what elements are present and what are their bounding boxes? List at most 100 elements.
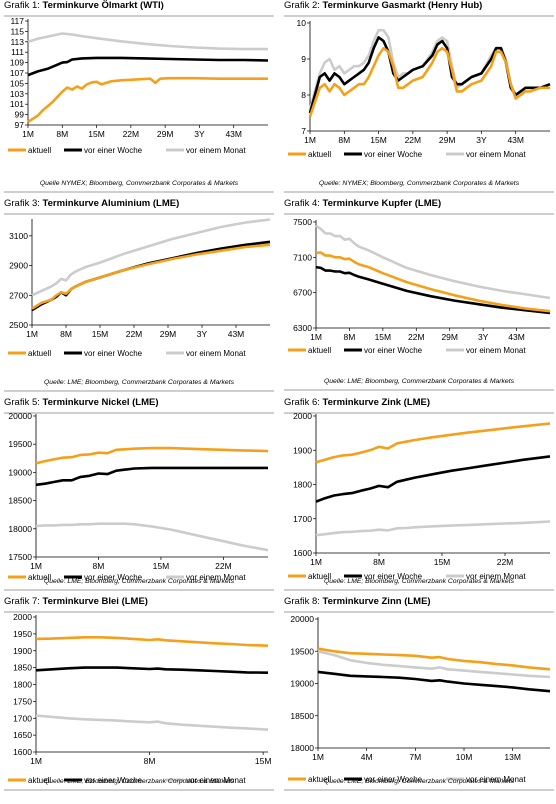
figure-number: Grafik 7: bbox=[4, 596, 43, 607]
series-line-month-ago bbox=[35, 522, 269, 552]
bottom-rule bbox=[284, 589, 554, 591]
series-line-week-ago bbox=[317, 670, 551, 693]
y-tick-label: 99 bbox=[15, 110, 25, 120]
bottom-rule bbox=[284, 191, 554, 193]
chart-plot: 18000 18500 19000 19500 20000 1M 4M 7M 10M 13M akt… bbox=[288, 614, 551, 784]
series-line-current bbox=[315, 251, 551, 313]
chart-panel-gas: Grafik 2: Terminkurve Gasmarkt (Henry Hu… bbox=[284, 0, 554, 193]
chart-panel-aluminium: Grafik 3: Terminkurve Aluminium (LME) 250… bbox=[4, 198, 274, 392]
x-tick-label: 29M bbox=[160, 329, 177, 339]
chart-title: Grafik 1: Terminkurve Ölmarkt (WTI) bbox=[4, 0, 274, 14]
y-tick-label: 17500 bbox=[8, 552, 32, 562]
legend-label-week-ago: vor einer Woche bbox=[84, 776, 143, 785]
y-tick-label: 10 bbox=[297, 18, 307, 28]
title-rule bbox=[284, 213, 554, 215]
title-rule bbox=[4, 611, 274, 613]
series-line-week-ago bbox=[308, 36, 551, 114]
legend-label-week-ago: vor einer Woche bbox=[84, 146, 143, 155]
y-tick-label: 1800 bbox=[293, 480, 312, 490]
y-tick-label: 19500 bbox=[290, 646, 314, 656]
series-line-week-ago bbox=[31, 240, 271, 312]
chart-panel-copper: Grafik 4: Terminkurve Kupfer (LME) 6300 67… bbox=[284, 198, 554, 391]
y-tick-label: 7500 bbox=[293, 217, 312, 227]
series-line-current bbox=[35, 446, 269, 465]
y-tick-label: 20000 bbox=[8, 411, 32, 421]
x-tick-label: 4M bbox=[361, 752, 373, 762]
bottom-rule bbox=[284, 789, 554, 791]
y-tick-label: 2900 bbox=[9, 261, 28, 271]
y-tick-label: 111 bbox=[11, 47, 24, 57]
y-tick-label: 2700 bbox=[9, 290, 28, 300]
legend-label-month-ago: vor einem Monat bbox=[186, 146, 246, 155]
x-tick-label: 3Y bbox=[476, 135, 487, 145]
source-note: Quelle NYMEX; Bloomberg, Commerzbank Cor… bbox=[39, 180, 239, 187]
chart-panel-zinc: Grafik 6: Terminkurve Zink (LME) 1600 1700… bbox=[284, 397, 554, 591]
y-tick-label: 107 bbox=[10, 68, 24, 78]
chart-plot: 2500 2700 2900 3100 1M 8M 15M 22M 29M 3Y 43M aktuel… bbox=[8, 218, 271, 358]
x-tick-label: 43M bbox=[225, 129, 242, 139]
y-tick-label: 1900 bbox=[293, 445, 312, 455]
x-tick-label: 22M bbox=[408, 332, 425, 342]
series-line-current bbox=[308, 46, 550, 118]
x-tick-label: 43M bbox=[508, 332, 525, 342]
x-tick-label: 8M bbox=[373, 557, 385, 567]
source-note: Quelle: LME; Bloomberg, Commerzbank Corp… bbox=[43, 778, 234, 785]
legend-label-current: aktuell bbox=[28, 573, 51, 582]
title-rule bbox=[4, 412, 274, 414]
x-tick-label: 15M bbox=[255, 756, 272, 766]
bottom-rule bbox=[4, 589, 274, 591]
x-tick-label: 15M bbox=[375, 332, 392, 342]
chart-plot: 1600 1700 1800 1900 2000 1M 8M 15M 22M aktuell vor… bbox=[288, 411, 551, 581]
x-tick-label: 29M bbox=[441, 332, 458, 342]
chart-title-text: Terminkurve Zinn (LME) bbox=[322, 596, 431, 607]
chart-title: Grafik 5: Terminkurve Nickel (LME) bbox=[4, 397, 274, 411]
x-tick-label: 29M bbox=[157, 129, 174, 139]
x-tick-label: 8M bbox=[56, 129, 68, 139]
bottom-rule bbox=[4, 390, 274, 392]
y-tick-label: 18000 bbox=[290, 743, 314, 753]
y-tick-label: 117 bbox=[10, 16, 24, 26]
chart-title: Grafik 4: Terminkurve Kupfer (LME) bbox=[284, 198, 554, 212]
y-tick-label: 7 bbox=[301, 126, 306, 136]
legend-label-week-ago: vor einer Woche bbox=[364, 346, 423, 355]
figure-number: Grafik 1: bbox=[4, 0, 43, 11]
series-line-week-ago bbox=[35, 466, 268, 487]
x-tick-label: 1M bbox=[30, 561, 42, 571]
legend-label-month-ago: vor einem Monat bbox=[466, 150, 526, 159]
x-tick-label: 8M bbox=[338, 135, 350, 145]
y-tick-label: 109 bbox=[10, 58, 24, 68]
chart-panel-lead: Grafik 7: Terminkurve Blei (LME) 1600 1650… bbox=[4, 596, 274, 791]
series-line-month-ago bbox=[31, 218, 271, 297]
series-line-current bbox=[31, 243, 271, 310]
x-tick-label: 8M bbox=[93, 561, 105, 571]
chart-title: Grafik 2: Terminkurve Gasmarkt (Henry Hu… bbox=[284, 0, 554, 14]
figure-number: Grafik 2: bbox=[284, 0, 323, 11]
legend-label-current: aktuell bbox=[308, 775, 331, 784]
x-tick-label: 22M bbox=[123, 129, 140, 139]
y-tick-label: 6300 bbox=[293, 323, 312, 333]
y-tick-label: 3100 bbox=[9, 231, 28, 241]
y-tick-label: 18500 bbox=[8, 496, 32, 506]
y-tick-label: 1700 bbox=[13, 713, 32, 723]
legend-label-month-ago: vor einem Monat bbox=[466, 775, 526, 784]
chart-title-text: Terminkurve Blei (LME) bbox=[42, 596, 148, 607]
x-tick-label: 3Y bbox=[478, 332, 489, 342]
y-tick-label: 7100 bbox=[293, 252, 312, 262]
x-tick-label: 15M bbox=[370, 135, 387, 145]
y-tick-label: 19500 bbox=[8, 439, 32, 449]
x-tick-label: 29M bbox=[439, 135, 456, 145]
series-line-month-ago bbox=[315, 520, 551, 537]
x-tick-label: 43M bbox=[507, 135, 524, 145]
legend-label-week-ago: vor einer Woche bbox=[84, 573, 143, 582]
chart-panel-tin: Grafik 8: Terminkurve Zinn (LME) 18000 185… bbox=[284, 596, 554, 791]
y-tick-label: 1750 bbox=[13, 696, 32, 706]
x-tick-label: 10M bbox=[456, 752, 473, 762]
y-tick-label: 1600 bbox=[293, 548, 312, 558]
x-tick-label: 15M bbox=[88, 129, 105, 139]
y-tick-label: 18500 bbox=[290, 711, 314, 721]
y-tick-label: 9 bbox=[301, 54, 306, 64]
y-tick-label: 113 bbox=[10, 37, 24, 47]
chart-title: Grafik 8: Terminkurve Zinn (LME) bbox=[284, 596, 554, 610]
x-tick-label: 7M bbox=[409, 752, 421, 762]
legend-label-month-ago: vor einem Monat bbox=[186, 349, 246, 358]
